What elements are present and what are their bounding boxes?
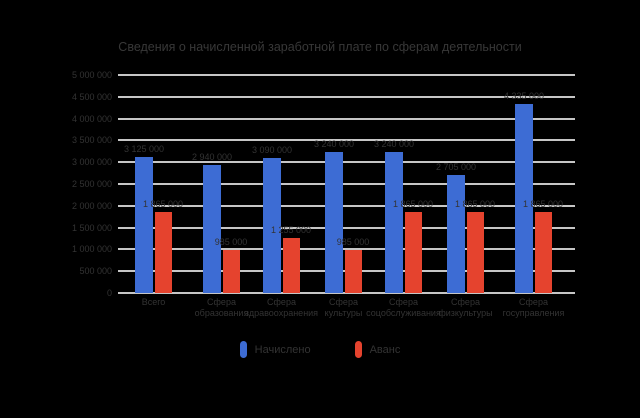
- bar-value-label: 4 335 000: [503, 91, 545, 101]
- y-tick: 4 500 000: [71, 91, 112, 102]
- gridline: [118, 292, 575, 294]
- bar-group: 2 705 000 1 865 000 Сфера физкультуры: [436, 75, 495, 318]
- y-tick: 3 500 000: [71, 135, 112, 146]
- series1-swatch-icon: [239, 341, 247, 358]
- bar-value-label: 985 000: [336, 237, 370, 248]
- gridline: [118, 161, 575, 164]
- bar-value-label: 3 090 000: [251, 145, 293, 156]
- x-category-label: Сфера образования: [194, 297, 249, 319]
- bar-group: 3 240 000 1 865 000 Сфера соцобслуживания: [366, 75, 441, 319]
- bar-series2[interactable]: [405, 211, 422, 293]
- bar-series1[interactable]: [203, 164, 221, 293]
- gridline: [118, 95, 575, 98]
- x-category-label: Сфера соцобслуживания: [366, 297, 441, 319]
- bar-series1[interactable]: [135, 156, 153, 293]
- bar-series2[interactable]: [283, 238, 300, 293]
- x-category-label: Сфера госуправления: [502, 297, 565, 319]
- bar-series1[interactable]: [447, 175, 465, 293]
- legend-item-series1[interactable]: Начислено: [239, 341, 311, 358]
- bar-series2[interactable]: [467, 211, 484, 293]
- bar-group: 4 335 000 1 865 000 Сфера госуправления: [503, 75, 565, 318]
- bar-series2[interactable]: [223, 250, 240, 293]
- y-tick: 3 000 000: [71, 157, 112, 168]
- y-tick: 5 000 000: [71, 70, 112, 80]
- y-tick: 1 500 000: [71, 222, 112, 233]
- gridline: [118, 204, 575, 207]
- bar-series1[interactable]: [263, 158, 281, 293]
- y-tick: 0: [106, 288, 112, 298]
- gridline: [118, 139, 575, 142]
- legend-item-series2[interactable]: Аванс: [354, 341, 401, 358]
- bar-group: 3 240 000 985 000 Сфера культуры: [314, 75, 369, 319]
- bar-value-label: 1 865 000: [522, 198, 564, 209]
- x-category-label: Сфера здравоохранения: [244, 297, 319, 319]
- bar-value-label: 1 865 000: [142, 198, 184, 209]
- bar-value-label: 1 865 000: [454, 198, 496, 209]
- y-axis: 5 000 000 4 500 000 4 000 000 3 500 000 …: [42, 70, 112, 298]
- gridline: [118, 183, 575, 185]
- bar-series1[interactable]: [385, 151, 403, 293]
- bar-value-label: 1 255 000: [270, 225, 312, 236]
- gridline: [118, 226, 575, 229]
- gridline: [118, 117, 575, 120]
- y-tick: 1 000 000: [71, 244, 112, 255]
- y-tick: 4 000 000: [71, 113, 112, 124]
- legend: Начислено Аванс: [0, 341, 640, 358]
- bar-group: 3 125 000 1 865 000 Всего: [124, 75, 183, 307]
- x-category-label: Сфера физкультуры: [438, 297, 493, 319]
- y-tick: 2 500 000: [71, 179, 112, 189]
- y-tick: 500 000: [79, 266, 112, 277]
- bar-value-label: 3 240 000: [373, 138, 415, 149]
- x-category-label: Сфера культуры: [324, 297, 363, 319]
- x-category-label: Всего: [141, 297, 166, 307]
- series2-swatch-icon: [354, 341, 362, 358]
- legend-label: Аванс: [369, 343, 401, 356]
- bar-series2[interactable]: [345, 250, 362, 293]
- y-tick: 2 000 000: [71, 200, 112, 211]
- bar-series2[interactable]: [155, 211, 172, 293]
- bar-series1[interactable]: [325, 151, 343, 293]
- bar-group: 2 940 000 985 000 Сфера образования: [192, 75, 248, 318]
- gridline: [118, 74, 575, 76]
- bar-value-label: 3 240 000: [313, 138, 355, 149]
- bar-value-label: 3 125 000: [123, 143, 165, 154]
- bar-value-label: 2 940 000: [191, 151, 233, 162]
- bar-value-label: 1 865 000: [392, 198, 434, 209]
- gridline: [118, 248, 575, 251]
- bar-value-label: 2 705 000: [435, 162, 477, 173]
- bar-series1[interactable]: [515, 104, 533, 293]
- plot-area: 3 125 000 1 865 000 Всего 2 940 000 985 …: [118, 74, 575, 319]
- bar-series2[interactable]: [535, 211, 552, 293]
- chart-title: Сведения о начисленной заработной плате …: [118, 40, 522, 54]
- legend-label: Начислено: [254, 343, 311, 356]
- bar-value-label: 985 000: [214, 237, 248, 248]
- bar-group: 3 090 000 1 255 000 Сфера здравоохранения: [245, 75, 318, 318]
